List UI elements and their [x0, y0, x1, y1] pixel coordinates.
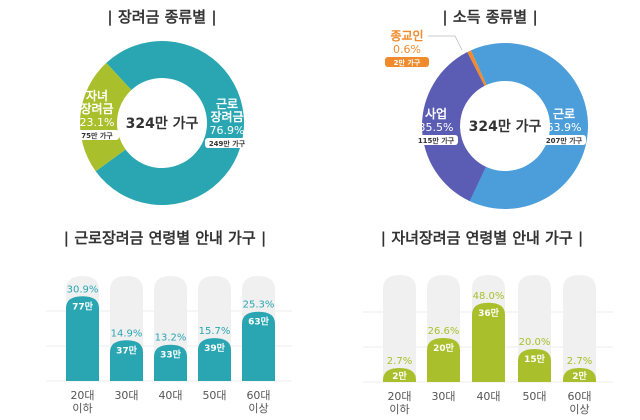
donut-religious-badge — [385, 57, 429, 67]
work-age-percent-label: 30.9% — [67, 284, 99, 295]
donut-wage-label: 근로 — [553, 107, 575, 121]
child-age-value-label: 2만 — [572, 370, 587, 382]
donut-work-households: 249만 가구 — [209, 139, 246, 148]
donut-business-households: 115만 가구 — [418, 136, 455, 145]
work-age-category-label: 이상 — [248, 402, 268, 415]
child-age-category-label: 30대 — [431, 390, 455, 403]
donut-wage-badge — [542, 135, 586, 145]
child-age-category-label: 이하 — [389, 402, 409, 416]
child-age-bar — [518, 349, 551, 382]
donut-work-badge — [205, 138, 249, 148]
work-age-value-label: 77만 — [72, 300, 94, 312]
donut-wage-households: 207만 가구 — [546, 136, 583, 145]
work-age-category-label: 이하 — [72, 401, 92, 415]
work-age-value-label: 33만 — [160, 349, 182, 361]
child-age-category-label: 50대 — [522, 390, 546, 403]
child-age-track — [383, 275, 416, 382]
donut-child-label: 자녀 — [86, 88, 108, 103]
donut-business-label: 사업 — [425, 106, 447, 121]
work-age-bar — [242, 311, 275, 381]
donut-slice-business — [422, 52, 486, 202]
child-age-value-label: 2만 — [392, 370, 407, 382]
child-age-bar — [383, 368, 416, 382]
child-age-category-label: 20대 — [387, 390, 411, 403]
child-age-bar — [427, 338, 460, 382]
donut-religious-label: 종교인 — [390, 28, 423, 43]
chart-title-income: | 소득 종류별 | — [442, 8, 538, 26]
child-age-value-label: 36만 — [478, 307, 500, 319]
work-age-value-label: 63만 — [248, 316, 270, 328]
child-age-category-label: 이상 — [569, 403, 589, 416]
child-age-category-label: 60대 — [567, 390, 591, 403]
work-age-bar — [66, 296, 99, 381]
child-age-value-label: 15만 — [524, 353, 546, 365]
donut-work-label: 장려금 — [210, 109, 243, 124]
donut-child-badge — [75, 130, 119, 140]
child-age-value-label: 20만 — [433, 342, 455, 354]
child-age-bar — [472, 302, 505, 382]
work-age-category-label: 20대 — [70, 389, 94, 402]
donut-business-badge — [414, 135, 458, 145]
child-age-category-label: 40대 — [476, 390, 500, 403]
donut-slice-child — [80, 62, 132, 172]
leader-line — [428, 35, 463, 51]
donut-child-households: 75만 가구 — [81, 131, 113, 140]
donut-work-percent: 76.9% — [210, 124, 245, 137]
donut-child-percent: 23.1% — [80, 116, 115, 129]
donut-religious-households: 2만 가구 — [394, 58, 421, 67]
child-age-percent-label: 20.0% — [519, 337, 551, 348]
donut-center-label: 324만 가구 — [469, 119, 542, 135]
child-age-percent-label: 2.7% — [387, 356, 412, 367]
work-age-percent-label: 25.3% — [243, 300, 275, 311]
chart-title-work-age: | 근로장려금 연령별 안내 가구 | — [63, 229, 267, 247]
work-age-category-label: 50대 — [202, 389, 226, 402]
donut-business-percent: 35.5% — [419, 121, 454, 134]
work-age-bar — [110, 340, 143, 381]
donut-slice-wage — [468, 43, 588, 210]
donut-wage-percent: 63.9% — [547, 121, 582, 134]
work-age-category-label: 40대 — [158, 389, 182, 402]
donut-child-label: 장려금 — [80, 101, 113, 116]
child-age-percent-label: 48.0% — [473, 291, 505, 302]
child-age-bar — [563, 368, 596, 382]
work-age-category-label: 30대 — [114, 389, 138, 402]
child-age-track — [563, 275, 596, 382]
work-age-value-label: 37만 — [116, 344, 138, 356]
work-age-category-label: 60대 — [246, 389, 270, 402]
donut-work-label: 근로 — [216, 97, 238, 111]
donut-religious-percent: 0.6% — [393, 43, 421, 56]
work-age-percent-label: 14.9% — [111, 328, 143, 339]
child-age-percent-label: 26.6% — [428, 326, 460, 337]
donut-center-label: 324만 가구 — [126, 116, 199, 132]
donut-slice-work — [95, 41, 245, 206]
child-age-percent-label: 2.7% — [567, 356, 592, 367]
chart-title-type: | 장려금 종류별 | — [107, 8, 217, 26]
work-age-bar — [154, 344, 187, 381]
work-age-percent-label: 13.2% — [155, 333, 187, 344]
chart-title-child-age: | 자녀장려금 연령별 안내 가구 | — [380, 229, 584, 247]
work-age-value-label: 39만 — [204, 342, 226, 354]
work-age-bar — [198, 338, 231, 381]
work-age-percent-label: 15.7% — [199, 326, 231, 337]
donut-slice-religious — [467, 50, 487, 86]
